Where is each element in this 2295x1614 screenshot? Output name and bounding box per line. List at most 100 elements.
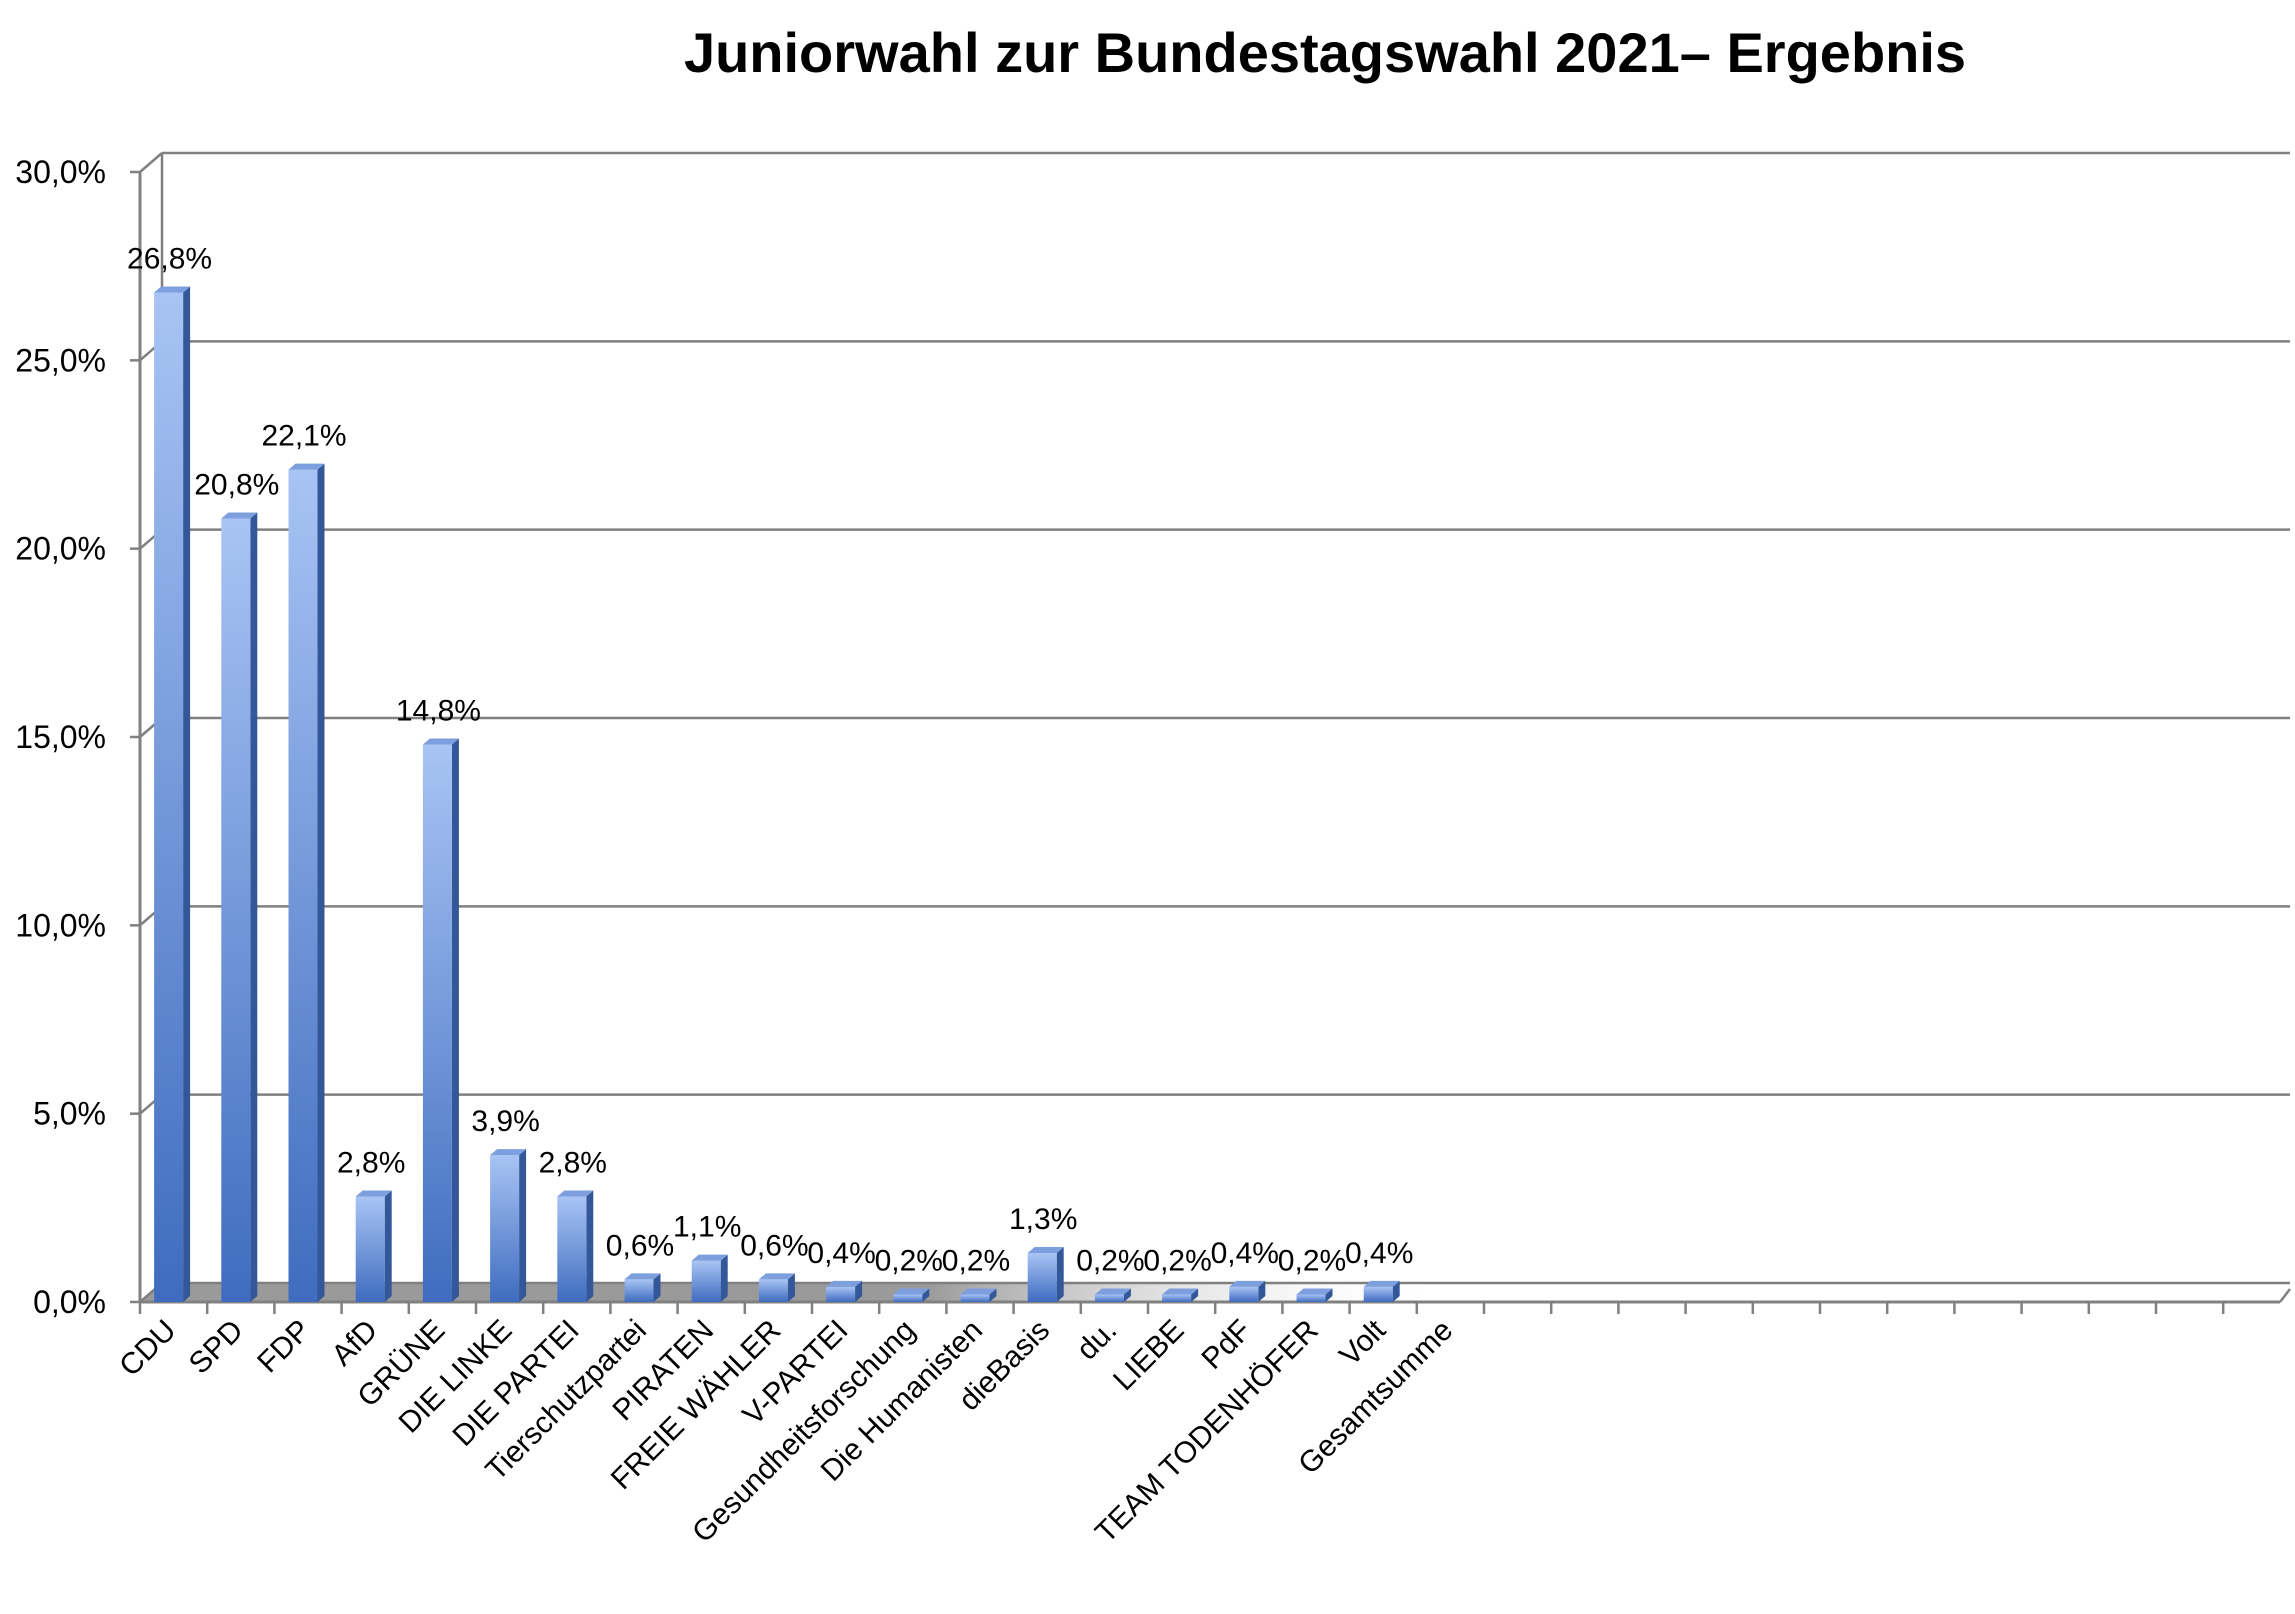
bar-front [960, 1294, 990, 1302]
bar-side [855, 1280, 863, 1302]
data-label: 2,8% [539, 1147, 607, 1180]
data-label: 0,2% [942, 1244, 1010, 1277]
bar-top [758, 1273, 795, 1280]
bar-front [893, 1294, 923, 1302]
data-label: 22,1% [261, 420, 346, 453]
data-label: 1,1% [673, 1211, 741, 1244]
bar [826, 1280, 863, 1302]
bar-side [384, 1190, 392, 1302]
bars [154, 286, 1400, 1303]
bar-front [557, 1196, 587, 1302]
bar-top [1363, 1280, 1400, 1287]
bar-front [154, 292, 184, 1302]
bar [490, 1149, 527, 1302]
bar-side [1123, 1288, 1131, 1302]
data-label: 0,2% [875, 1244, 943, 1277]
bar-side [317, 463, 325, 1303]
data-label: 26,8% [127, 243, 212, 276]
y-tick-label: 20,0% [15, 531, 106, 567]
data-label: 0,6% [740, 1229, 808, 1262]
y-tick-label: 0,0% [33, 1284, 106, 1320]
bar-side [1258, 1280, 1266, 1302]
bar-front [1094, 1294, 1124, 1302]
bar-front [355, 1196, 385, 1302]
x-tick-label: LIEBE [1107, 1314, 1190, 1397]
bar-side [1056, 1247, 1064, 1302]
bar [1363, 1280, 1400, 1302]
x-tick-label: du. [1071, 1314, 1124, 1367]
bar-side [1325, 1288, 1333, 1302]
bar-top [624, 1273, 661, 1280]
gridlines [139, 151, 2290, 1303]
data-label: 0,6% [606, 1229, 674, 1262]
bar [624, 1273, 661, 1302]
bar-front [691, 1260, 721, 1302]
data-label: 0,4% [807, 1237, 875, 1270]
bar-top [422, 738, 459, 745]
bar [1162, 1288, 1199, 1302]
bar [1296, 1288, 1333, 1302]
bar [1094, 1288, 1131, 1302]
x-tick-label: CDU [113, 1314, 182, 1383]
bar [691, 1254, 728, 1302]
bar-side [989, 1288, 997, 1302]
bar [1027, 1247, 1064, 1302]
bar-front [1027, 1253, 1057, 1302]
bar-front [624, 1279, 654, 1302]
bar-front [758, 1279, 788, 1302]
x-tick-label: AfD [325, 1314, 384, 1373]
bar-top [960, 1288, 997, 1295]
bar-top [490, 1149, 527, 1156]
bar-side [519, 1149, 527, 1302]
bar-front [288, 469, 318, 1303]
x-tick-label: Volt [1333, 1313, 1392, 1372]
bar [154, 286, 191, 1302]
data-label: 0,2% [1278, 1244, 1346, 1277]
bar [960, 1288, 997, 1302]
bar [893, 1288, 930, 1302]
x-tick-label: SPD [183, 1314, 250, 1381]
y-tick-label: 15,0% [15, 719, 106, 755]
bar-top [1027, 1247, 1064, 1254]
y-tick-label: 5,0% [33, 1096, 106, 1132]
data-label: 2,8% [337, 1147, 405, 1180]
bar-top [1162, 1288, 1199, 1295]
axes: 0,0% 5,0% 10,0% 15,0% 20,0% 25,0% 30,0% CDU SPD F… [15, 153, 2291, 1550]
bar [422, 738, 459, 1302]
y-tick-label: 30,0% [15, 154, 106, 190]
bar-front [826, 1286, 856, 1302]
bar-side [1392, 1280, 1400, 1302]
data-label: 14,8% [396, 695, 481, 728]
chart-title: Juniorwahl zur Bundestagswahl 2021– Erge… [684, 21, 1966, 84]
bar-top [288, 463, 325, 470]
bar-side [720, 1254, 728, 1302]
data-label: 0,4% [1211, 1237, 1279, 1270]
bar-top [826, 1280, 863, 1287]
bar [288, 463, 325, 1303]
bar-front [422, 744, 452, 1302]
data-label: 3,9% [471, 1105, 539, 1138]
bar-top [557, 1190, 594, 1197]
bar-front [490, 1155, 520, 1302]
bar [221, 512, 258, 1302]
gridline-depth [139, 152, 163, 173]
bar-top [154, 286, 191, 293]
x-axis-depth [2279, 1288, 2291, 1303]
data-label: 0,2% [1076, 1244, 1144, 1277]
bar-side [250, 512, 258, 1302]
bar-front [221, 518, 251, 1302]
bar-top [1229, 1280, 1266, 1287]
bar [355, 1190, 392, 1302]
data-labels: 26,8%20,8%22,1%2,8%14,8%3,9%2,8%0,6%1,1%… [127, 243, 1413, 1278]
data-label: 0,2% [1143, 1244, 1211, 1277]
bar-top [1296, 1288, 1333, 1295]
bar-side [922, 1288, 930, 1302]
data-label: 1,3% [1009, 1203, 1077, 1236]
bar-front [1296, 1294, 1326, 1302]
y-tick-label: 25,0% [15, 342, 106, 378]
bar-side [653, 1273, 661, 1302]
x-tick-label: FDP [251, 1314, 317, 1380]
bar-front [1162, 1294, 1192, 1302]
